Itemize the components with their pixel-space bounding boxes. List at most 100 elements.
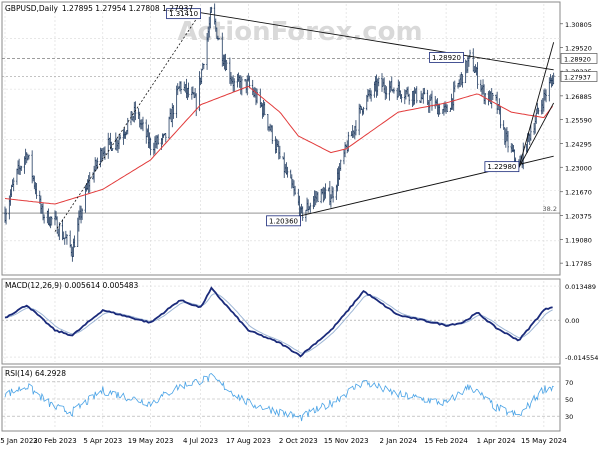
ohlc-bar	[446, 104, 449, 112]
right-level-text: 1.28920	[564, 55, 591, 63]
x-tick-label: 15 Nov 2023	[324, 437, 369, 445]
price-layer: 38.2 1.31410 1.28920 1.20360 1.22980	[2, 3, 560, 262]
x-tick-label: 4 Jul 2023	[183, 437, 218, 445]
ohlc-bar	[552, 72, 555, 85]
level-label-box: 1.20360	[266, 215, 301, 227]
ohlc-bar	[35, 183, 38, 199]
rsi-axis-label: 30	[565, 413, 573, 421]
x-tick-label: 19 May 2023	[128, 437, 174, 445]
rsi-axis-label: 70	[565, 379, 573, 387]
ohlc-bar	[370, 90, 373, 102]
ohlc-bar	[187, 82, 190, 98]
price-axis-label: 1.29520	[565, 44, 592, 52]
price-axis-label: 1.24295	[565, 140, 592, 148]
ohlc-bar	[58, 222, 61, 240]
ohlc-bar	[157, 134, 160, 145]
ohlc-bar	[408, 93, 411, 105]
rsi-panel-frame	[1, 366, 561, 432]
level-label-frame	[266, 215, 301, 227]
ohlc-bar	[278, 145, 281, 160]
ohlc-bar	[377, 77, 380, 87]
ohlc-bar	[529, 124, 532, 141]
level-label-frame	[429, 52, 464, 63]
price-axis-label: 1.20375	[565, 213, 592, 221]
ohlc-bar	[545, 89, 547, 103]
trendline	[518, 102, 555, 168]
price-axis-label: 1.21670	[565, 189, 592, 197]
fib-level-label: 38.2	[543, 205, 557, 213]
ohlc-bar	[20, 165, 23, 171]
current-price-frame	[560, 71, 598, 82]
macd-layer	[2, 285, 560, 358]
level-label-box: 1.31410	[166, 8, 201, 20]
level-label-frame	[484, 161, 520, 173]
ohlc-bar	[180, 81, 182, 94]
ohlc-bar	[271, 125, 274, 144]
ohlc-bar	[149, 137, 152, 156]
ohlc-bar	[225, 59, 228, 71]
ohlc-bar	[142, 116, 144, 132]
level-label-text: 1.31410	[169, 10, 198, 18]
header-title: GBPUSD,Daily 1.27895 1.27954 1.27808 1.27…	[5, 4, 193, 13]
level-label-text: 1.22980	[487, 163, 516, 171]
price-axis-label: 1.26885	[565, 93, 592, 101]
ohlc-bar	[5, 208, 7, 225]
ohlc-bar	[164, 133, 167, 143]
x-tick-label: 5 Jan 2023	[0, 437, 38, 445]
ohlc-bar	[256, 88, 258, 104]
ohlc-bar	[12, 177, 15, 192]
ohlc-bar	[126, 117, 129, 135]
level-label-text: 1.28920	[432, 54, 461, 62]
ohlc-bar	[233, 78, 236, 92]
ohlc-bar	[461, 74, 464, 88]
macd-line	[4, 286, 553, 358]
rsi-label: RSI(14) 64.2928	[5, 369, 66, 378]
price-axis-label: 1.30805	[565, 21, 592, 29]
ohlc-bar	[111, 148, 114, 151]
x-tick-label: 15 Feb 2024	[424, 437, 468, 445]
ohlc-bar	[81, 208, 84, 220]
rsi-axis-label: 50	[565, 396, 573, 404]
ohlc-bar	[309, 202, 312, 213]
x-tick-label: 15 May 2024	[521, 437, 567, 445]
trendline	[518, 42, 555, 168]
header-timeframe: Daily	[39, 4, 59, 13]
header-symbol: GBPUSD	[5, 4, 37, 13]
ohlc-bar	[507, 130, 509, 153]
ohlc-bar	[355, 120, 357, 136]
ohlc-bar	[104, 146, 106, 160]
ohlc-bar	[88, 172, 91, 193]
ohlc-bar	[385, 86, 388, 99]
macd-panel-frame	[1, 278, 561, 365]
current-price-box: 1.27937	[560, 71, 598, 82]
ohlc-bar	[324, 183, 327, 199]
ohlc-bar	[202, 63, 205, 70]
trendline	[200, 12, 554, 71]
ohlc-bar	[453, 80, 456, 93]
ohlc-bar	[316, 191, 319, 202]
ohlc-bar	[499, 106, 502, 129]
moving-average-line	[4, 85, 553, 205]
ohlc-bar	[339, 159, 342, 171]
ohlc-bar	[537, 107, 540, 115]
price-axis-label: 1.25590	[565, 117, 592, 125]
ohlc-bar	[476, 62, 479, 89]
ohlc-bar	[347, 131, 350, 152]
macd-label: MACD(12,26,9) 0.005614 0.005483	[5, 281, 139, 290]
ohlc-bar	[362, 106, 365, 115]
ohlc-bar	[438, 103, 441, 115]
x-tick-label: 5 Apr 2023	[83, 437, 122, 445]
macd-axis-label: -0.014554	[565, 354, 598, 362]
price-panel-frame	[1, 1, 561, 276]
chart-header: GBPUSD,Daily 1.27895 1.27954 1.27808 1.27…	[5, 4, 193, 13]
ohlc-bar	[484, 93, 487, 105]
price-axis-label: 1.23000	[565, 164, 592, 172]
ohlc-bar	[73, 235, 76, 248]
ohlc-bar	[172, 105, 175, 119]
x-tick-label: 2 Oct 2023	[279, 437, 318, 445]
ohlc-bar	[415, 86, 418, 104]
ohlc-bar	[43, 214, 46, 224]
x-tick-label: 20 Feb 2023	[33, 437, 77, 445]
